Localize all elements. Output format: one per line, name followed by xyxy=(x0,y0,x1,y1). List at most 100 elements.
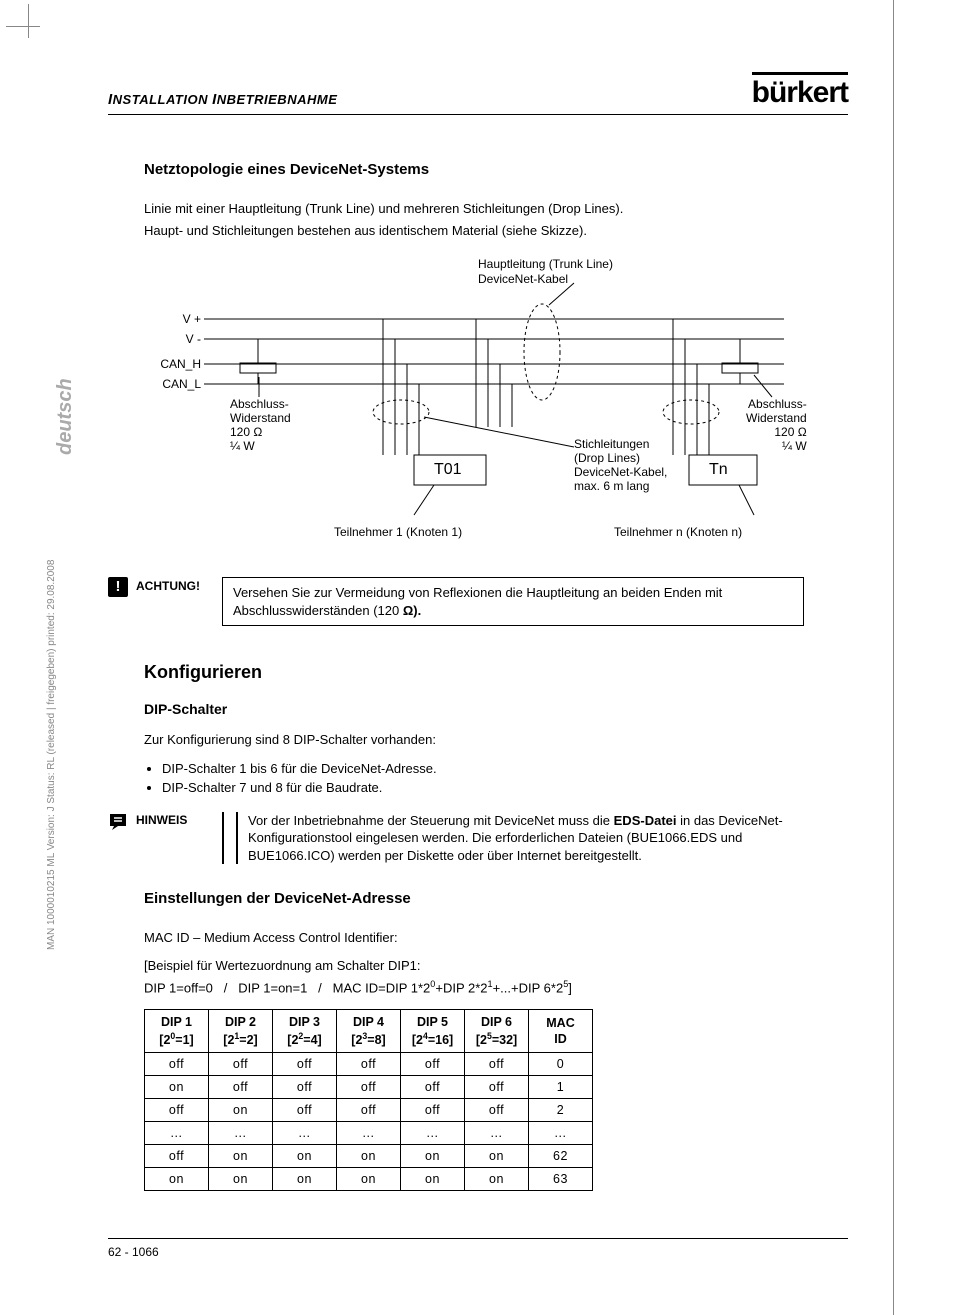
table-header-row: DIP 1[20=1]DIP 2[21=2]DIP 3[22=4]DIP 4[2… xyxy=(145,1010,593,1053)
table-cell: on xyxy=(337,1168,401,1191)
table-cell: ... xyxy=(529,1122,593,1145)
table-cell: ... xyxy=(145,1122,209,1145)
table-cell: 1 xyxy=(529,1076,593,1099)
page-header: INSTALLATION INBETRIEBNAHME bürkert xyxy=(108,70,848,108)
diag-wire-vminus: V - xyxy=(167,332,201,346)
table-cell: 62 xyxy=(529,1145,593,1168)
table-cell: on xyxy=(209,1168,273,1191)
table-cell: off xyxy=(337,1053,401,1076)
diag-node-t01: T01 xyxy=(434,461,462,479)
diag-node-tn: Tn xyxy=(709,461,728,479)
table-cell: on xyxy=(273,1145,337,1168)
crop-mark xyxy=(6,26,40,27)
table-cell: off xyxy=(145,1145,209,1168)
table-cell: on xyxy=(337,1145,401,1168)
table-cell: off xyxy=(209,1053,273,1076)
table-cell: off xyxy=(273,1099,337,1122)
topology-heading: Netztopologie eines DeviceNet-Systems xyxy=(144,161,804,178)
page-footer: 62 - 1066 xyxy=(108,1238,848,1259)
note-text: Vor der Inbetriebnahme der Steuerung mit… xyxy=(236,812,804,865)
table-cell: off xyxy=(337,1099,401,1122)
topology-diagram: Hauptleitung (Trunk Line) DeviceNet-Kabe… xyxy=(144,257,804,567)
table-cell: ... xyxy=(273,1122,337,1145)
table-cell: on xyxy=(209,1099,273,1122)
table-cell: off xyxy=(465,1076,529,1099)
side-doc-info: MAN 1000010215 ML Version: J Status: RL … xyxy=(46,560,57,950)
table-cell: off xyxy=(273,1076,337,1099)
list-item: DIP-Schalter 7 und 8 für die Baudrate. xyxy=(162,778,804,798)
side-language-label: deutsch xyxy=(54,378,77,455)
table-cell: ... xyxy=(401,1122,465,1145)
warning-label: ACHTUNG! xyxy=(136,577,214,593)
table-header-cell: DIP 4[23=8] xyxy=(337,1010,401,1053)
note-separator xyxy=(222,812,228,865)
table-cell: ... xyxy=(337,1122,401,1145)
list-item: DIP-Schalter 1 bis 6 für die DeviceNet-A… xyxy=(162,759,804,779)
table-cell: on xyxy=(465,1168,529,1191)
diag-wire-vplus: V + xyxy=(167,312,201,326)
topology-para-1: Linie mit einer Hauptleitung (Trunk Line… xyxy=(144,200,804,218)
warning-text: Versehen Sie zur Vermeidung von Reflexio… xyxy=(222,577,804,626)
table-header-cell: DIP 6[25=32] xyxy=(465,1010,529,1053)
diag-term-left: Abschluss- Widerstand 120 Ω ¼ W xyxy=(230,397,291,453)
diag-wire-canh: CAN_H xyxy=(144,357,201,371)
table-cell: on xyxy=(401,1145,465,1168)
table-cell: on xyxy=(273,1168,337,1191)
table-cell: off xyxy=(337,1076,401,1099)
table-cell: off xyxy=(465,1053,529,1076)
table-row: onononononon63 xyxy=(145,1168,593,1191)
diag-trunk-label-1: Hauptleitung (Trunk Line) xyxy=(478,257,613,271)
table-cell: off xyxy=(401,1099,465,1122)
table-cell: 2 xyxy=(529,1099,593,1122)
note-icon xyxy=(108,812,128,832)
table-row: offononononon62 xyxy=(145,1145,593,1168)
table-cell: on xyxy=(145,1168,209,1191)
example-line-1: [Beispiel für Wertezuordnung am Schalter… xyxy=(144,957,804,975)
diag-term-right: Abschluss- Widerstand 120 Ω ¼ W xyxy=(746,397,807,453)
diag-wire-canl: CAN_L xyxy=(144,377,201,391)
table-cell: 0 xyxy=(529,1053,593,1076)
table-cell: 63 xyxy=(529,1168,593,1191)
diag-drop-label: Stichleitungen (Drop Lines) DeviceNet-Ka… xyxy=(574,437,667,493)
table-cell: on xyxy=(401,1168,465,1191)
table-cell: off xyxy=(209,1076,273,1099)
section-header-title: INSTALLATION INBETRIEBNAHME xyxy=(108,91,337,108)
note-label: HINWEIS xyxy=(136,812,214,827)
crop-mark xyxy=(28,4,29,38)
table-cell: on xyxy=(209,1145,273,1168)
table-cell: off xyxy=(145,1053,209,1076)
table-header-cell: DIP 3[22=4] xyxy=(273,1010,337,1053)
dip-intro: Zur Konfigurierung sind 8 DIP-Schalter v… xyxy=(144,731,804,749)
table-header-cell: DIP 2[21=2] xyxy=(209,1010,273,1053)
main-content: Netztopologie eines DeviceNet-Systems Li… xyxy=(144,161,804,1191)
table-cell: off xyxy=(273,1053,337,1076)
configure-heading: Konfigurieren xyxy=(144,662,804,683)
diag-participant-1: Teilnehmer 1 (Knoten 1) xyxy=(334,525,462,539)
example-line-2: DIP 1=off=0 / DIP 1=on=1 / MAC ID=DIP 1*… xyxy=(144,978,804,997)
table-cell: on xyxy=(465,1145,529,1168)
crop-mark xyxy=(893,0,894,1315)
table-cell: off xyxy=(465,1099,529,1122)
warning-icon: ! xyxy=(108,577,128,597)
diag-participant-n: Teilnehmer n (Knoten n) xyxy=(614,525,742,539)
table-header-cell: DIP 5[24=16] xyxy=(401,1010,465,1053)
table-row: offoffoffoffoffoff0 xyxy=(145,1053,593,1076)
dip-address-table: DIP 1[20=1]DIP 2[21=2]DIP 3[22=4]DIP 4[2… xyxy=(144,1009,593,1191)
dip-bullet-list: DIP-Schalter 1 bis 6 für die DeviceNet-A… xyxy=(162,759,804,798)
table-cell: on xyxy=(145,1076,209,1099)
table-cell: ... xyxy=(465,1122,529,1145)
page-number: 62 - 1066 xyxy=(108,1245,159,1259)
header-rule xyxy=(108,114,848,115)
warning-block: ! ACHTUNG! Versehen Sie zur Vermeidung v… xyxy=(108,577,804,626)
diag-trunk-label-2: DeviceNet-Kabel xyxy=(478,272,568,286)
topology-para-2: Haupt- und Stichleitungen bestehen aus i… xyxy=(144,222,804,240)
table-cell: off xyxy=(401,1053,465,1076)
note-block: HINWEIS Vor der Inbetriebnahme der Steue… xyxy=(108,812,804,865)
macid-line: MAC ID – Medium Access Control Identifie… xyxy=(144,929,804,947)
table-row: ..................... xyxy=(145,1122,593,1145)
dip-switch-heading: DIP-Schalter xyxy=(144,701,804,717)
table-header-cell: DIP 1[20=1] xyxy=(145,1010,209,1053)
table-row: onoffoffoffoffoff1 xyxy=(145,1076,593,1099)
address-settings-heading: Einstellungen der DeviceNet-Adresse xyxy=(144,890,804,907)
page-content: INSTALLATION INBETRIEBNAHME bürkert Netz… xyxy=(108,70,848,1191)
